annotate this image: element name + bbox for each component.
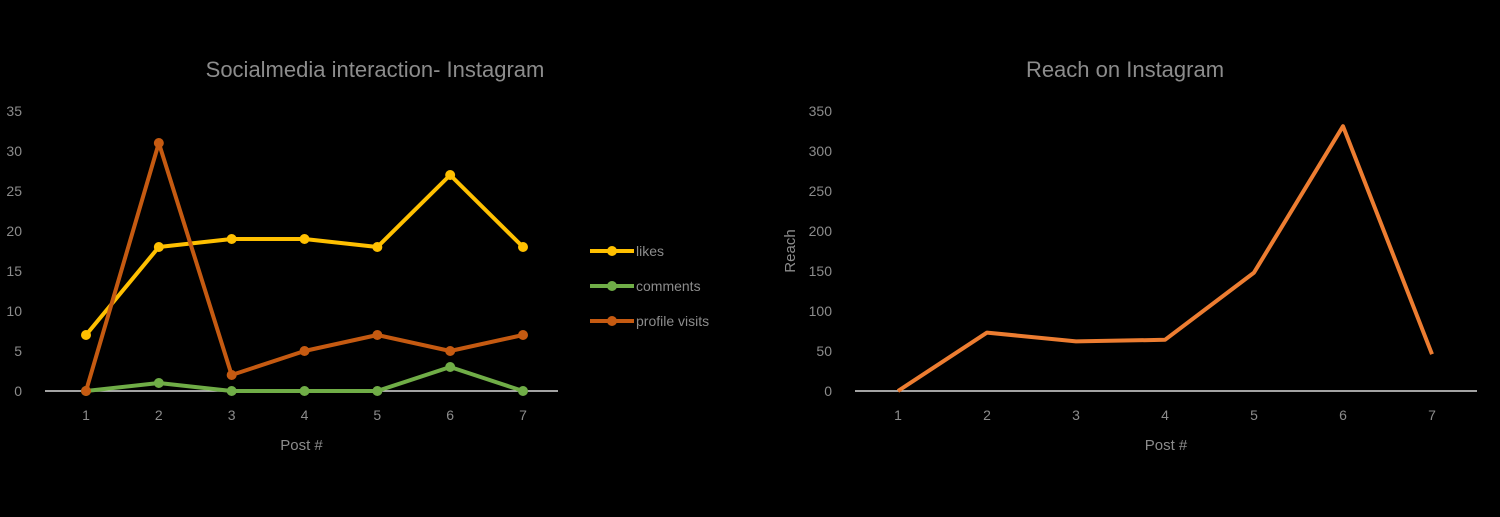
data-point-profile-visits xyxy=(81,386,91,396)
x-tick-label: 6 xyxy=(446,407,454,423)
x-tick-label: 7 xyxy=(1428,407,1436,423)
x-axis-title: Post # xyxy=(1145,437,1188,454)
data-point-likes xyxy=(299,234,310,244)
data-point-likes xyxy=(226,234,237,244)
y-tick-label: 20 xyxy=(6,223,22,239)
y-tick-label: 30 xyxy=(6,143,22,159)
y-tick-label: 0 xyxy=(824,383,832,399)
data-point-profile-visits xyxy=(299,346,310,356)
y-tick-label: 50 xyxy=(816,343,832,359)
y-tick-label: 25 xyxy=(6,183,22,199)
data-point-likes xyxy=(518,242,528,252)
data-point-comments xyxy=(299,386,310,396)
x-tick-label: 3 xyxy=(1072,407,1080,423)
data-point-likes xyxy=(372,242,383,252)
x-tick-label: 4 xyxy=(1161,407,1169,423)
data-point-comments xyxy=(153,378,164,388)
data-point-comments xyxy=(226,386,237,396)
data-point-profile-visits xyxy=(518,330,528,340)
x-tick-label: 5 xyxy=(373,407,381,423)
legend-label: likes xyxy=(636,243,664,259)
y-tick-label: 200 xyxy=(809,223,833,239)
y-tick-label: 5 xyxy=(14,343,22,359)
x-tick-label: 2 xyxy=(983,407,991,423)
data-point-profile-visits xyxy=(226,370,237,380)
y-tick-label: 10 xyxy=(6,303,22,319)
data-point-profile-visits xyxy=(153,138,164,148)
y-tick-label: 100 xyxy=(809,303,833,319)
y-tick-label: 150 xyxy=(809,263,833,279)
y-tick-label: 350 xyxy=(809,103,833,119)
y-axis-title: Reach xyxy=(782,229,799,272)
series-line-likes xyxy=(84,173,525,337)
legend-label: comments xyxy=(636,278,701,294)
x-tick-label: 4 xyxy=(301,407,309,423)
legend-marker xyxy=(607,281,617,291)
x-tick-label: 6 xyxy=(1339,407,1347,423)
data-point-comments xyxy=(445,362,456,372)
legend-marker xyxy=(607,246,617,256)
data-point-comments xyxy=(518,386,528,396)
legend-marker xyxy=(607,316,617,326)
chart-title: Socialmedia interaction- Instagram xyxy=(206,57,545,82)
data-point-profile-visits xyxy=(372,330,383,340)
y-tick-label: 15 xyxy=(6,263,22,279)
x-tick-label: 2 xyxy=(155,407,163,423)
data-point-comments xyxy=(372,386,383,396)
x-tick-label: 1 xyxy=(894,407,902,423)
chart-title: Reach on Instagram xyxy=(1026,57,1224,82)
series-line-Reach xyxy=(896,124,1434,393)
x-axis-title: Post # xyxy=(280,437,323,454)
y-tick-label: 300 xyxy=(809,143,833,159)
data-point-likes xyxy=(153,242,164,252)
y-tick-label: 35 xyxy=(6,103,22,119)
y-tick-label: 0 xyxy=(14,383,22,399)
legend-label: profile visits xyxy=(636,313,709,329)
data-point-likes xyxy=(81,330,91,340)
x-tick-label: 5 xyxy=(1250,407,1258,423)
data-point-likes xyxy=(445,170,456,180)
data-point-profile-visits xyxy=(445,346,456,356)
y-tick-label: 250 xyxy=(809,183,833,199)
x-tick-label: 1 xyxy=(82,407,90,423)
x-tick-label: 3 xyxy=(228,407,236,423)
x-tick-label: 7 xyxy=(519,407,527,423)
